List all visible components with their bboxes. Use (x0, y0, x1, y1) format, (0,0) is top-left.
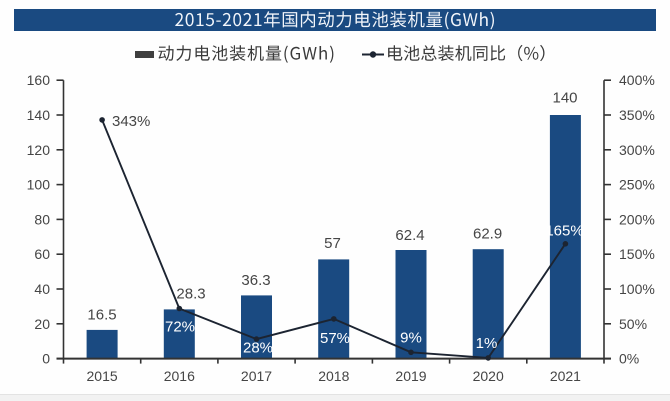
svg-text:9%: 9% (400, 330, 422, 347)
svg-text:80: 80 (34, 211, 50, 227)
svg-text:165%: 165% (545, 223, 583, 240)
svg-text:120: 120 (27, 142, 51, 158)
svg-text:100%: 100% (619, 281, 655, 297)
svg-text:140: 140 (552, 90, 577, 107)
svg-text:0: 0 (42, 351, 50, 367)
svg-text:57%: 57% (320, 330, 350, 347)
svg-text:2017: 2017 (241, 368, 272, 384)
svg-text:28.3: 28.3 (176, 286, 205, 303)
svg-text:160: 160 (27, 72, 51, 88)
svg-text:2018: 2018 (318, 368, 349, 384)
svg-text:400%: 400% (619, 72, 655, 88)
svg-text:16.5: 16.5 (87, 307, 116, 324)
svg-text:300%: 300% (619, 142, 655, 158)
svg-text:2016: 2016 (164, 368, 195, 384)
svg-text:28%: 28% (243, 340, 273, 357)
svg-text:0%: 0% (619, 351, 639, 367)
svg-text:57: 57 (324, 235, 341, 252)
svg-text:250%: 250% (619, 177, 655, 193)
svg-text:100: 100 (27, 177, 51, 193)
svg-text:2020: 2020 (473, 368, 504, 384)
svg-text:50%: 50% (619, 316, 647, 332)
svg-text:62.4: 62.4 (395, 227, 424, 244)
svg-text:200%: 200% (619, 211, 655, 227)
svg-text:150%: 150% (619, 246, 655, 262)
svg-text:350%: 350% (619, 107, 655, 123)
svg-text:1%: 1% (476, 335, 498, 352)
svg-text:40: 40 (34, 281, 50, 297)
svg-text:2019: 2019 (395, 368, 426, 384)
svg-text:36.3: 36.3 (241, 272, 270, 289)
svg-text:2021: 2021 (550, 368, 581, 384)
svg-text:60: 60 (34, 246, 50, 262)
svg-text:20: 20 (34, 316, 50, 332)
svg-text:140: 140 (27, 107, 51, 123)
svg-text:72%: 72% (165, 319, 195, 336)
svg-text:343%: 343% (112, 113, 150, 130)
svg-text:2015: 2015 (87, 368, 118, 384)
svg-text:62.9: 62.9 (473, 226, 502, 243)
